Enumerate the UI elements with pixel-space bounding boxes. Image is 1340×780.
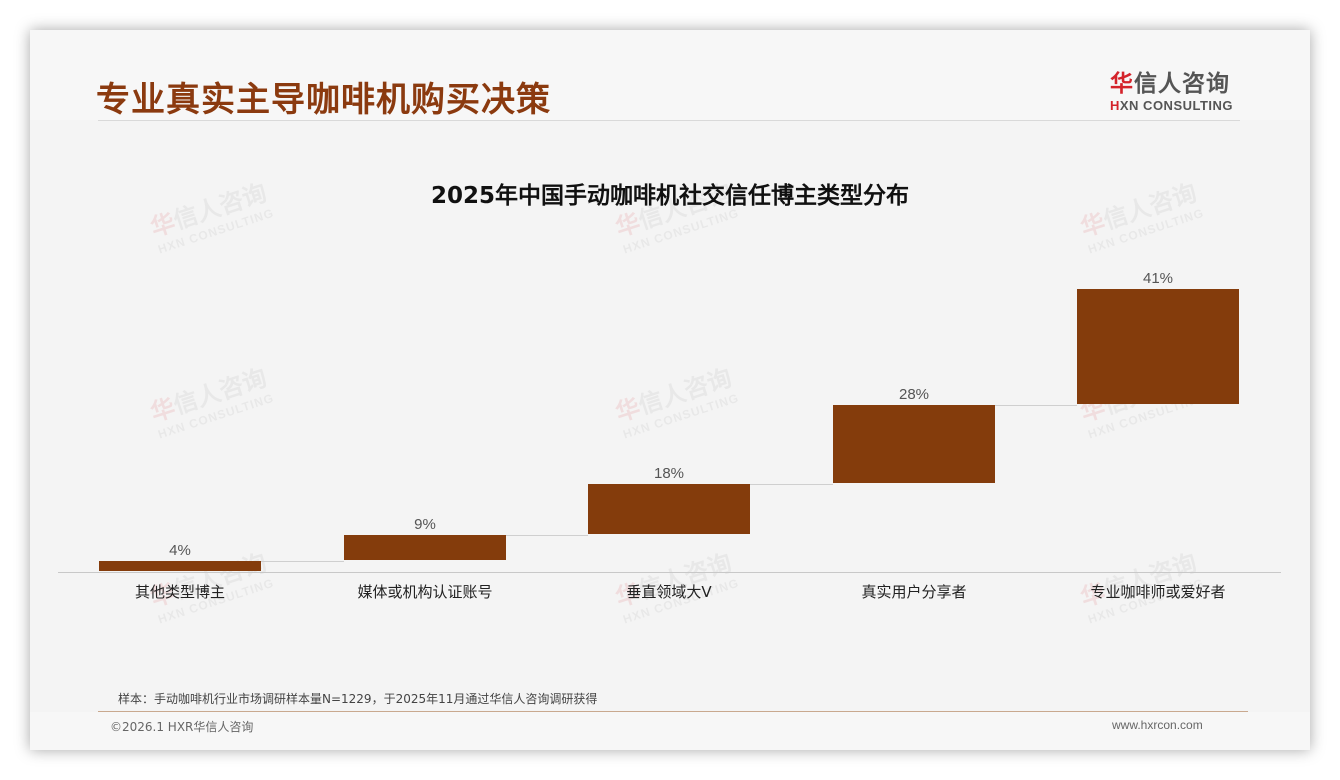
value-label: 41% [1142,270,1174,287]
connector-line [506,535,588,537]
bar-5 [1077,289,1239,405]
category-label: 专业咖啡师或爱好者 [1090,583,1226,601]
logo-h-glyph: H [1110,98,1120,113]
footer-divider [98,711,1248,712]
x-axis-line [58,572,1281,573]
logo-cn: 华信人咨询 [1110,64,1240,98]
value-label: 4% [169,541,191,559]
header-divider [98,120,1240,121]
category-label: 媒体或机构认证账号 [357,583,493,601]
page-title: 专业真实主导咖啡机购买决策 [96,80,551,120]
bar-1 [99,560,261,571]
value-label: 18% [653,465,685,483]
bar-4 [833,405,995,484]
waterfall-chart: 4% 其他类型博主 9% 媒体或机构认证账号 18% 垂直领域大V 28% 真实用户分享者 41… [30,30,1310,750]
copyright: ©2026.1 HXR华信人咨询 [110,720,254,734]
logo-en-rest: XN CONSULTING [1119,98,1234,113]
website-link: www.hxrcon.com [1112,718,1203,732]
header-band [30,30,1310,120]
connector-line [995,405,1077,407]
bar-2 [344,535,506,560]
category-label: 其他类型博主 [134,583,225,601]
value-label: 9% [414,516,436,534]
footer-band [30,712,1310,750]
connector-line [750,484,833,486]
logo-cn-rest: 信人咨询 [1134,71,1230,97]
category-label: 垂直领域大V [626,583,712,601]
slide: 专业真实主导咖啡机购买决策 华信人咨询 HXN CONSULTING 华信人咨询… [30,30,1310,750]
logo-hua-glyph: 华 [1110,71,1134,97]
category-label: 真实用户分享者 [861,583,967,601]
connector-line [261,560,344,562]
sample-note: 样本：手动咖啡机行业市场调研样本量N=1229，于2025年11月通过华信人咨询… [118,692,598,706]
value-label: 28% [898,386,930,404]
chart-title: 2025年中国手动咖啡机社交信任博主类型分布 [430,183,909,209]
bar-3 [588,484,750,535]
company-logo: 华信人咨询 HXN CONSULTING [1110,64,1240,113]
logo-en: HXN CONSULTING [1110,98,1240,113]
